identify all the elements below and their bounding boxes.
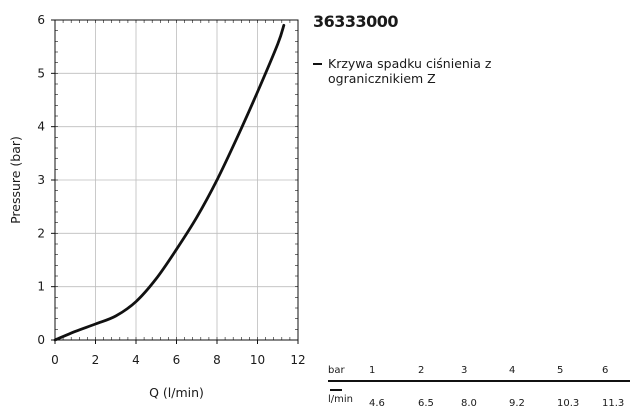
flow-table-lmin-cell: 6.5: [418, 398, 434, 409]
x-tick-label: 6: [173, 353, 181, 367]
flow-table-lmin-cell: 8.0: [461, 398, 477, 409]
y-axis-label: Pressure (bar): [8, 136, 23, 224]
flow-table-lmin-cell: 11.3: [602, 398, 625, 409]
x-axis-label: Q (l/min): [149, 385, 204, 400]
flow-table-rule: [328, 380, 630, 382]
legend-swatch: [313, 63, 322, 65]
product-code: 36333000: [313, 12, 399, 31]
y-tick-label: 0: [37, 333, 45, 347]
flow-table-bar-cell: 1: [369, 365, 376, 376]
flow-table-bar-cell: 5: [557, 365, 564, 376]
flow-table-lmin-cell: 9.2: [509, 398, 525, 409]
legend-label: Krzywa spadku ciśnienia z ogranicznikiem…: [328, 56, 492, 86]
x-tick-label: 2: [92, 353, 100, 367]
grid: [54, 19, 299, 341]
flow-table-bar-cell: 3: [461, 365, 468, 376]
series-layer: [53, 23, 286, 342]
y-tick-label: 3: [37, 173, 45, 187]
x-tick-label: 12: [290, 353, 305, 367]
y-tick-label: 1: [37, 280, 45, 294]
flow-table-lmin-row: 4.6 6.5 8.0 9.2 10.3 11.3: [328, 379, 630, 409]
x-tick-label: 4: [132, 353, 140, 367]
x-tick-label: 10: [250, 353, 265, 367]
flow-table-lmin-cell: 10.3: [557, 398, 580, 409]
flow-table: bar 1 2 3 4 5 6 4.6 6.5 8.0 9.2 10.3 11.3 l/min: [328, 365, 630, 409]
x-tick-label: 8: [213, 353, 221, 367]
flow-table-lmin-cell: 4.6: [369, 398, 385, 409]
flow-table-unit-lmin: l/min: [328, 394, 354, 405]
flow-table-bar-cell: 4: [509, 365, 516, 376]
x-tick-label: 0: [51, 353, 59, 367]
flow-table-bar-cell: 6: [602, 365, 609, 376]
y-tick-label: 4: [37, 120, 45, 134]
flow-table-bar-row: bar 1 2 3 4 5 6: [328, 365, 630, 379]
y-tick-label: 5: [37, 66, 45, 80]
flow-table-bar-cell: 2: [418, 365, 425, 376]
y-tick-label: 2: [37, 226, 45, 240]
legend: Krzywa spadku ciśnienia z ogranicznikiem…: [313, 56, 553, 86]
flow-table-unit-mark: [330, 389, 342, 391]
flow-table-unit-bar: bar: [328, 365, 345, 376]
series-line: [53, 23, 286, 342]
y-tick-label: 6: [37, 13, 45, 27]
